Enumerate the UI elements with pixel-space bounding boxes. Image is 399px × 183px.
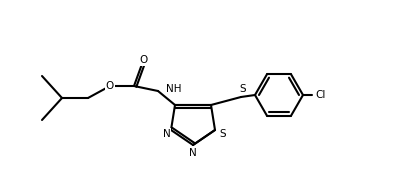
Text: S: S <box>240 84 246 94</box>
Text: S: S <box>220 129 226 139</box>
Text: O: O <box>106 81 114 91</box>
Text: Cl: Cl <box>316 90 326 100</box>
Text: NH: NH <box>166 84 182 94</box>
Text: N: N <box>163 129 171 139</box>
Text: N: N <box>189 148 197 158</box>
Text: O: O <box>140 55 148 65</box>
